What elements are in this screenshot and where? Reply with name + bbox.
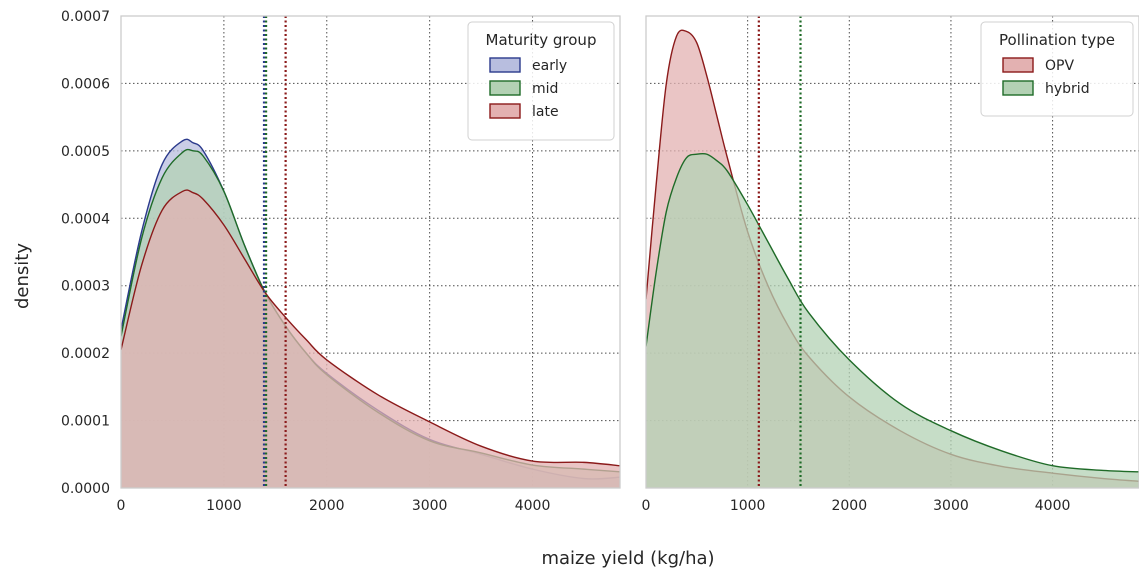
x-tick-label: 3000 <box>933 498 969 514</box>
plot-frame <box>120 15 621 489</box>
plot-frame <box>645 15 1139 489</box>
y-tick-label: 0.0005 <box>61 144 110 160</box>
legend: Pollination type OPV hybrid <box>980 21 1134 117</box>
legend: Maturity group early mid late <box>467 21 615 141</box>
x-tick-label: 2000 <box>309 498 345 514</box>
y-tick-label: 0.0000 <box>61 481 110 497</box>
legend-swatch-late <box>489 103 521 119</box>
x-tick-label: 1000 <box>730 498 766 514</box>
x-tick-label: 1000 <box>206 498 242 514</box>
x-tick-label: 3000 <box>412 498 448 514</box>
density-area-late <box>121 190 620 488</box>
x-tick-label: 0 <box>117 498 126 514</box>
plot-area <box>646 16 1139 488</box>
y-tick-label: 0.0002 <box>61 346 110 362</box>
legend-label-mid: mid <box>532 81 558 97</box>
y-tick-label: 0.0006 <box>61 76 110 92</box>
legend-label-late: late <box>532 104 559 120</box>
y-tick-label: 0.0003 <box>61 279 110 295</box>
y-tick-label: 0.0001 <box>61 414 110 430</box>
legend-title: Pollination type <box>999 31 1115 49</box>
right-panel-pollination-type: 0 1000 2000 3000 4000 Pollination type OPV hybr… <box>642 15 1139 514</box>
legend-label-early: early <box>532 58 567 74</box>
legend-title: Maturity group <box>486 31 597 49</box>
left-panel-maturity-group: 0 1000 2000 3000 4000 0.0000 0.0001 0.0002 0.000… <box>61 9 621 514</box>
legend-swatch-mid <box>489 80 521 96</box>
density-line-late <box>121 189 620 467</box>
x-tick-label: 2000 <box>831 498 867 514</box>
plot-area <box>121 16 620 488</box>
x-tick-label: 0 <box>642 498 651 514</box>
y-tick-label: 0.0004 <box>61 211 110 227</box>
x-axis-title: maize yield (kg/ha) <box>541 548 714 569</box>
x-tick-label: 4000 <box>515 498 551 514</box>
density-area-hybrid <box>646 153 1139 488</box>
legend-label-hybrid: hybrid <box>1045 81 1090 97</box>
y-tick-label: 0.0007 <box>61 9 110 25</box>
x-tick-label: 4000 <box>1035 498 1071 514</box>
legend-swatch-OPV <box>1002 57 1034 73</box>
legend-label-OPV: OPV <box>1045 58 1074 74</box>
y-axis-title: density <box>12 243 33 309</box>
legend-swatch-hybrid <box>1002 80 1034 96</box>
legend-swatch-early <box>489 57 521 73</box>
